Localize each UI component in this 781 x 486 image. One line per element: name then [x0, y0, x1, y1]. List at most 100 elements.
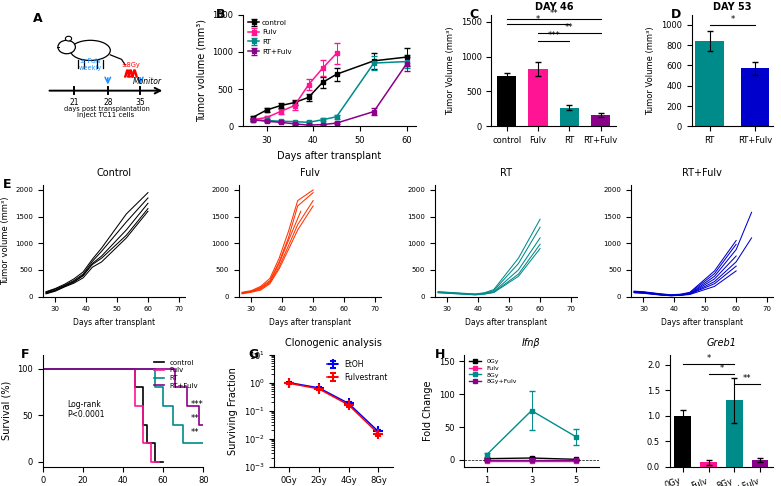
- Text: H: H: [435, 348, 445, 361]
- Line: control: control: [43, 369, 163, 462]
- RT: [169, 422, 178, 428]
- Text: G: G: [248, 348, 259, 361]
- control: [38, 366, 48, 372]
- Title: Greb1: Greb1: [707, 338, 736, 348]
- Text: *: *: [706, 354, 711, 363]
- control: [142, 422, 152, 428]
- Text: **: **: [550, 9, 558, 18]
- Bar: [529, 69, 547, 126]
- RT: [198, 440, 208, 446]
- Fulv: [138, 403, 148, 409]
- Ellipse shape: [66, 36, 72, 41]
- Fulv: [130, 366, 140, 372]
- RT: [151, 366, 160, 372]
- Text: 21: 21: [70, 99, 79, 107]
- Fulv: [155, 459, 164, 465]
- Y-axis label: Tumor Volume (mm³): Tumor Volume (mm³): [446, 26, 455, 115]
- Text: Log-rank
P<0.0001: Log-rank P<0.0001: [67, 400, 105, 419]
- Text: Monitor: Monitor: [133, 77, 162, 86]
- Y-axis label: Tumor volume (mm³): Tumor volume (mm³): [1, 196, 9, 285]
- Fulv: [155, 459, 164, 465]
- Text: **: **: [191, 428, 200, 436]
- Fulv: [38, 366, 48, 372]
- RT: [151, 384, 160, 390]
- X-axis label: Days after transplant: Days after transplant: [269, 318, 351, 327]
- Y-axis label: Tumor Volume (mm³): Tumor Volume (mm³): [647, 26, 655, 115]
- Text: Inject TC11 cells: Inject TC11 cells: [77, 111, 134, 118]
- Title: RT+Fulv: RT+Fulv: [683, 168, 722, 178]
- Y-axis label: Surviving Fraction: Surviving Fraction: [228, 366, 238, 454]
- control: [142, 440, 152, 446]
- Legend: control, Fulv, RT, RT+Fulv: control, Fulv, RT, RT+Fulv: [247, 18, 293, 56]
- RT+Fulv: [38, 366, 48, 372]
- Legend: EtOH, Fulvestrant: EtOH, Fulvestrant: [326, 359, 390, 383]
- Title: DAY 46: DAY 46: [534, 2, 573, 13]
- control: [130, 366, 140, 372]
- Y-axis label: Survival (%): Survival (%): [2, 381, 12, 440]
- RT+Fulv: [170, 366, 180, 372]
- Title: Ifnβ: Ifnβ: [522, 338, 540, 348]
- Text: *: *: [719, 364, 724, 373]
- control: [138, 384, 148, 390]
- Text: days post transplantation: days post transplantation: [64, 106, 150, 112]
- control: [138, 422, 148, 428]
- RT+Fulv: [155, 366, 164, 372]
- Text: A: A: [33, 12, 43, 25]
- Bar: [752, 460, 769, 467]
- Bar: [701, 463, 716, 467]
- Text: **: **: [744, 374, 751, 383]
- Text: ± Fulv
weekly: ± Fulv weekly: [79, 57, 102, 70]
- RT: [159, 384, 168, 390]
- Fulv: [147, 440, 156, 446]
- Text: 28: 28: [103, 99, 112, 107]
- Text: B: B: [216, 8, 225, 21]
- Text: *: *: [536, 15, 540, 23]
- Ellipse shape: [70, 40, 110, 60]
- Text: **: **: [191, 414, 200, 423]
- control: [159, 459, 168, 465]
- control: [159, 459, 168, 465]
- Bar: [741, 69, 769, 126]
- X-axis label: Days after transplant: Days after transplant: [277, 151, 382, 161]
- Title: Clonogenic analysis: Clonogenic analysis: [285, 338, 382, 348]
- Y-axis label: Tumor volume (mm³): Tumor volume (mm³): [197, 19, 207, 122]
- Bar: [726, 400, 743, 467]
- RT+Fulv: [170, 384, 180, 390]
- Bar: [695, 41, 724, 126]
- RT: [179, 422, 188, 428]
- RT+Fulv: [183, 384, 192, 390]
- Y-axis label: Fold Change: Fold Change: [423, 381, 433, 441]
- Line: RT: RT: [43, 369, 203, 443]
- Title: Control: Control: [96, 168, 131, 178]
- RT: [179, 440, 188, 446]
- Title: DAY 53: DAY 53: [713, 2, 751, 13]
- X-axis label: Days after transplant: Days after transplant: [465, 318, 547, 327]
- control: [130, 384, 140, 390]
- RT+Fulv: [198, 422, 208, 428]
- Text: ±8Gy: ±8Gy: [121, 62, 140, 68]
- Legend: control, Fulv, RT, RT+Fulv: control, Fulv, RT, RT+Fulv: [152, 358, 200, 390]
- Text: E: E: [3, 178, 12, 191]
- Text: ***: ***: [191, 399, 204, 409]
- Fulv: [130, 403, 140, 409]
- RT+Fulv: [183, 403, 192, 409]
- Bar: [591, 115, 611, 126]
- Fulv: [138, 440, 148, 446]
- Bar: [497, 76, 516, 126]
- Line: RT+Fulv: RT+Fulv: [43, 369, 203, 425]
- Text: F: F: [20, 348, 29, 361]
- RT+Fulv: [162, 366, 172, 372]
- Title: RT: RT: [500, 168, 512, 178]
- RT+Fulv: [194, 422, 204, 428]
- RT: [142, 366, 152, 372]
- control: [151, 459, 160, 465]
- RT: [169, 403, 178, 409]
- Text: **: **: [565, 23, 574, 32]
- RT+Fulv: [162, 366, 172, 372]
- RT: [142, 366, 152, 372]
- Bar: [675, 416, 690, 467]
- RT: [38, 366, 48, 372]
- Title: Fulv: Fulv: [300, 168, 320, 178]
- Ellipse shape: [58, 40, 76, 54]
- control: [151, 440, 160, 446]
